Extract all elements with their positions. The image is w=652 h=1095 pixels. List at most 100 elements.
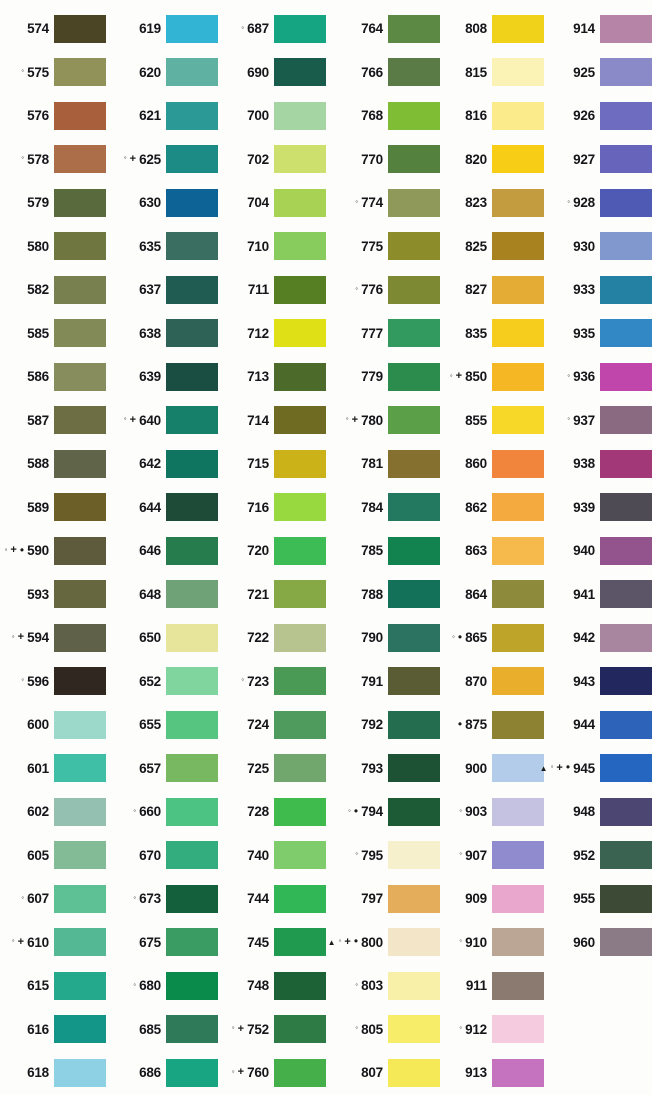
color-swatch[interactable] xyxy=(600,14,652,43)
color-swatch[interactable] xyxy=(166,275,218,304)
color-swatch[interactable] xyxy=(600,884,652,913)
color-swatch[interactable] xyxy=(274,754,326,783)
color-swatch[interactable] xyxy=(54,884,106,913)
swatch-row[interactable]: 864 xyxy=(440,573,544,617)
color-swatch[interactable] xyxy=(274,493,326,522)
swatch-row[interactable]: 788 xyxy=(326,573,440,617)
color-swatch[interactable] xyxy=(54,580,106,609)
swatch-row[interactable]: 616 xyxy=(0,1008,108,1052)
color-swatch[interactable] xyxy=(274,536,326,565)
swatch-row[interactable]: 670 xyxy=(108,834,218,878)
color-swatch[interactable] xyxy=(492,884,544,913)
swatch-row[interactable]: ◦ 910 xyxy=(440,921,544,965)
swatch-row[interactable]: 582 xyxy=(0,268,108,312)
swatch-row[interactable]: 586 xyxy=(0,355,108,399)
swatch-row[interactable]: 790 xyxy=(326,616,440,660)
swatch-row[interactable]: ◦ +594 xyxy=(0,616,108,660)
color-swatch[interactable] xyxy=(388,188,440,217)
color-swatch[interactable] xyxy=(600,667,652,696)
swatch-row[interactable]: 601 xyxy=(0,747,108,791)
color-swatch[interactable] xyxy=(600,145,652,174)
color-swatch[interactable] xyxy=(492,667,544,696)
color-swatch[interactable] xyxy=(492,319,544,348)
swatch-row[interactable]: 785 xyxy=(326,529,440,573)
swatch-row[interactable]: 722 xyxy=(218,616,326,660)
color-swatch[interactable] xyxy=(166,449,218,478)
color-swatch[interactable] xyxy=(54,275,106,304)
color-swatch[interactable] xyxy=(274,797,326,826)
color-swatch[interactable] xyxy=(492,971,544,1000)
swatch-row[interactable]: 655 xyxy=(108,703,218,747)
color-swatch[interactable] xyxy=(274,319,326,348)
swatch-row[interactable]: 618 xyxy=(0,1051,108,1095)
swatch-row[interactable]: 791 xyxy=(326,660,440,704)
swatch-row[interactable]: 745 xyxy=(218,921,326,965)
swatch-row[interactable]: ◦ 575 xyxy=(0,51,108,95)
color-swatch[interactable] xyxy=(274,623,326,652)
swatch-row[interactable]: 704 xyxy=(218,181,326,225)
swatch-row[interactable]: 685 xyxy=(108,1008,218,1052)
swatch-row[interactable]: 939 xyxy=(544,486,652,530)
swatch-row[interactable]: 711 xyxy=(218,268,326,312)
swatch-row[interactable]: 768 xyxy=(326,94,440,138)
color-swatch[interactable] xyxy=(54,667,106,696)
color-swatch[interactable] xyxy=(274,710,326,739)
swatch-row[interactable]: 589 xyxy=(0,486,108,530)
swatch-row[interactable]: 605 xyxy=(0,834,108,878)
swatch-row[interactable]: ◦ 723 xyxy=(218,660,326,704)
color-swatch[interactable] xyxy=(388,580,440,609)
swatch-row[interactable]: 952 xyxy=(544,834,652,878)
swatch-row[interactable]: 713 xyxy=(218,355,326,399)
color-swatch[interactable] xyxy=(388,710,440,739)
color-swatch[interactable] xyxy=(388,971,440,1000)
color-swatch[interactable] xyxy=(274,884,326,913)
color-swatch[interactable] xyxy=(54,797,106,826)
color-swatch[interactable] xyxy=(600,319,652,348)
swatch-row[interactable]: 716 xyxy=(218,486,326,530)
color-swatch[interactable] xyxy=(492,493,544,522)
swatch-row[interactable]: 944 xyxy=(544,703,652,747)
swatch-row[interactable]: ◦ 596 xyxy=(0,660,108,704)
color-swatch[interactable] xyxy=(600,797,652,826)
swatch-row[interactable]: 793 xyxy=(326,747,440,791)
color-swatch[interactable] xyxy=(54,145,106,174)
swatch-row[interactable]: ◦ 687 xyxy=(218,7,326,51)
swatch-row[interactable]: ◦ +780 xyxy=(326,399,440,443)
color-swatch[interactable] xyxy=(274,275,326,304)
color-swatch[interactable] xyxy=(600,362,652,391)
color-swatch[interactable] xyxy=(166,1015,218,1044)
color-swatch[interactable] xyxy=(492,623,544,652)
color-swatch[interactable] xyxy=(274,841,326,870)
color-swatch[interactable] xyxy=(492,362,544,391)
color-swatch[interactable] xyxy=(492,928,544,957)
color-swatch[interactable] xyxy=(54,493,106,522)
swatch-row[interactable]: 648 xyxy=(108,573,218,617)
swatch-row[interactable]: 580 xyxy=(0,225,108,269)
color-swatch[interactable] xyxy=(600,841,652,870)
color-swatch[interactable] xyxy=(492,1058,544,1087)
color-swatch[interactable] xyxy=(600,449,652,478)
swatch-row[interactable]: 600 xyxy=(0,703,108,747)
swatch-row[interactable]: 576 xyxy=(0,94,108,138)
swatch-row[interactable]: 855 xyxy=(440,399,544,443)
color-swatch[interactable] xyxy=(54,406,106,435)
color-swatch[interactable] xyxy=(274,1015,326,1044)
color-swatch[interactable] xyxy=(388,493,440,522)
swatch-row[interactable]: 690 xyxy=(218,51,326,95)
swatch-row[interactable]: ◦ 805 xyxy=(326,1008,440,1052)
swatch-row[interactable]: 835 xyxy=(440,312,544,356)
swatch-row[interactable]: 715 xyxy=(218,442,326,486)
swatch-row[interactable]: 579 xyxy=(0,181,108,225)
color-swatch[interactable] xyxy=(388,232,440,261)
color-swatch[interactable] xyxy=(166,232,218,261)
swatch-row[interactable]: 862 xyxy=(440,486,544,530)
color-swatch[interactable] xyxy=(388,928,440,957)
swatch-row[interactable]: 930 xyxy=(544,225,652,269)
color-swatch[interactable] xyxy=(54,188,106,217)
color-swatch[interactable] xyxy=(166,623,218,652)
color-swatch[interactable] xyxy=(492,101,544,130)
swatch-row[interactable]: 940 xyxy=(544,529,652,573)
swatch-row[interactable]: 911 xyxy=(440,964,544,1008)
color-swatch[interactable] xyxy=(166,797,218,826)
color-swatch[interactable] xyxy=(166,536,218,565)
